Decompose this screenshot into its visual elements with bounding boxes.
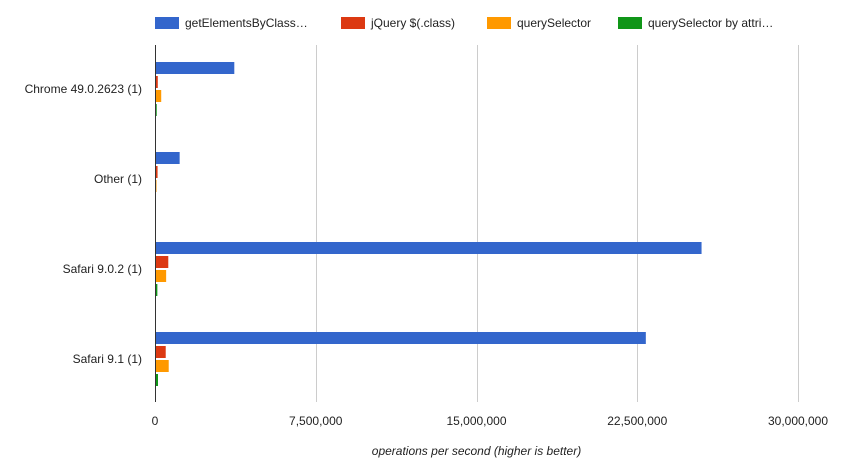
category-label: Other (1)	[94, 172, 142, 186]
legend-label: getElementsByClass…	[185, 16, 308, 30]
legend-item[interactable]: getElementsByClass…	[155, 16, 308, 30]
x-axis-title: operations per second (higher is better)	[372, 444, 581, 458]
legend-item[interactable]: querySelector by attri…	[618, 16, 773, 30]
x-tick-label: 15,000,000	[446, 414, 506, 428]
x-tick-label: 7,500,000	[289, 414, 343, 428]
gridlines	[316, 45, 799, 402]
legend-swatch	[618, 17, 642, 29]
category-label: Chrome 49.0.2623 (1)	[25, 82, 142, 96]
bar-3-4	[155, 360, 169, 372]
bar-3-1	[155, 90, 162, 102]
bar-4-4	[155, 374, 159, 386]
bar-2-4	[155, 346, 166, 358]
bar-3-3	[155, 270, 167, 282]
category-label: Safari 9.1 (1)	[73, 352, 142, 366]
legend-swatch	[155, 17, 179, 29]
bar-4-3	[155, 284, 158, 296]
chart-legend: getElementsByClass… jQuery $(.class) query…	[155, 16, 773, 30]
legend-swatch	[487, 17, 511, 29]
x-tick-labels: 0 7,500,000 15,000,000 22,500,000 30,000,000	[152, 414, 829, 428]
bar-2-3	[155, 256, 169, 268]
bar-1-4	[155, 332, 646, 344]
x-tick-label: 0	[152, 414, 159, 428]
legend-swatch	[341, 17, 365, 29]
x-tick-label: 30,000,000	[768, 414, 828, 428]
legend-label: jQuery $(.class)	[370, 16, 455, 30]
x-tick-label: 22,500,000	[607, 414, 667, 428]
bar-1-1	[155, 62, 235, 74]
category-label: Safari 9.0.2 (1)	[63, 262, 142, 276]
bar-1-2	[155, 152, 180, 164]
bar-1-3	[155, 242, 702, 254]
legend-item[interactable]: jQuery $(.class)	[341, 16, 455, 30]
legend-label: querySelector by attri…	[648, 16, 773, 30]
bar-2-1	[155, 76, 158, 88]
bar-2-2	[155, 166, 158, 178]
category-labels: Chrome 49.0.2623 (1) Other (1) Safari 9.0.…	[25, 82, 142, 366]
legend-item[interactable]: querySelector	[487, 16, 591, 30]
legend-label: querySelector	[517, 16, 591, 30]
chart-bars	[155, 62, 702, 386]
